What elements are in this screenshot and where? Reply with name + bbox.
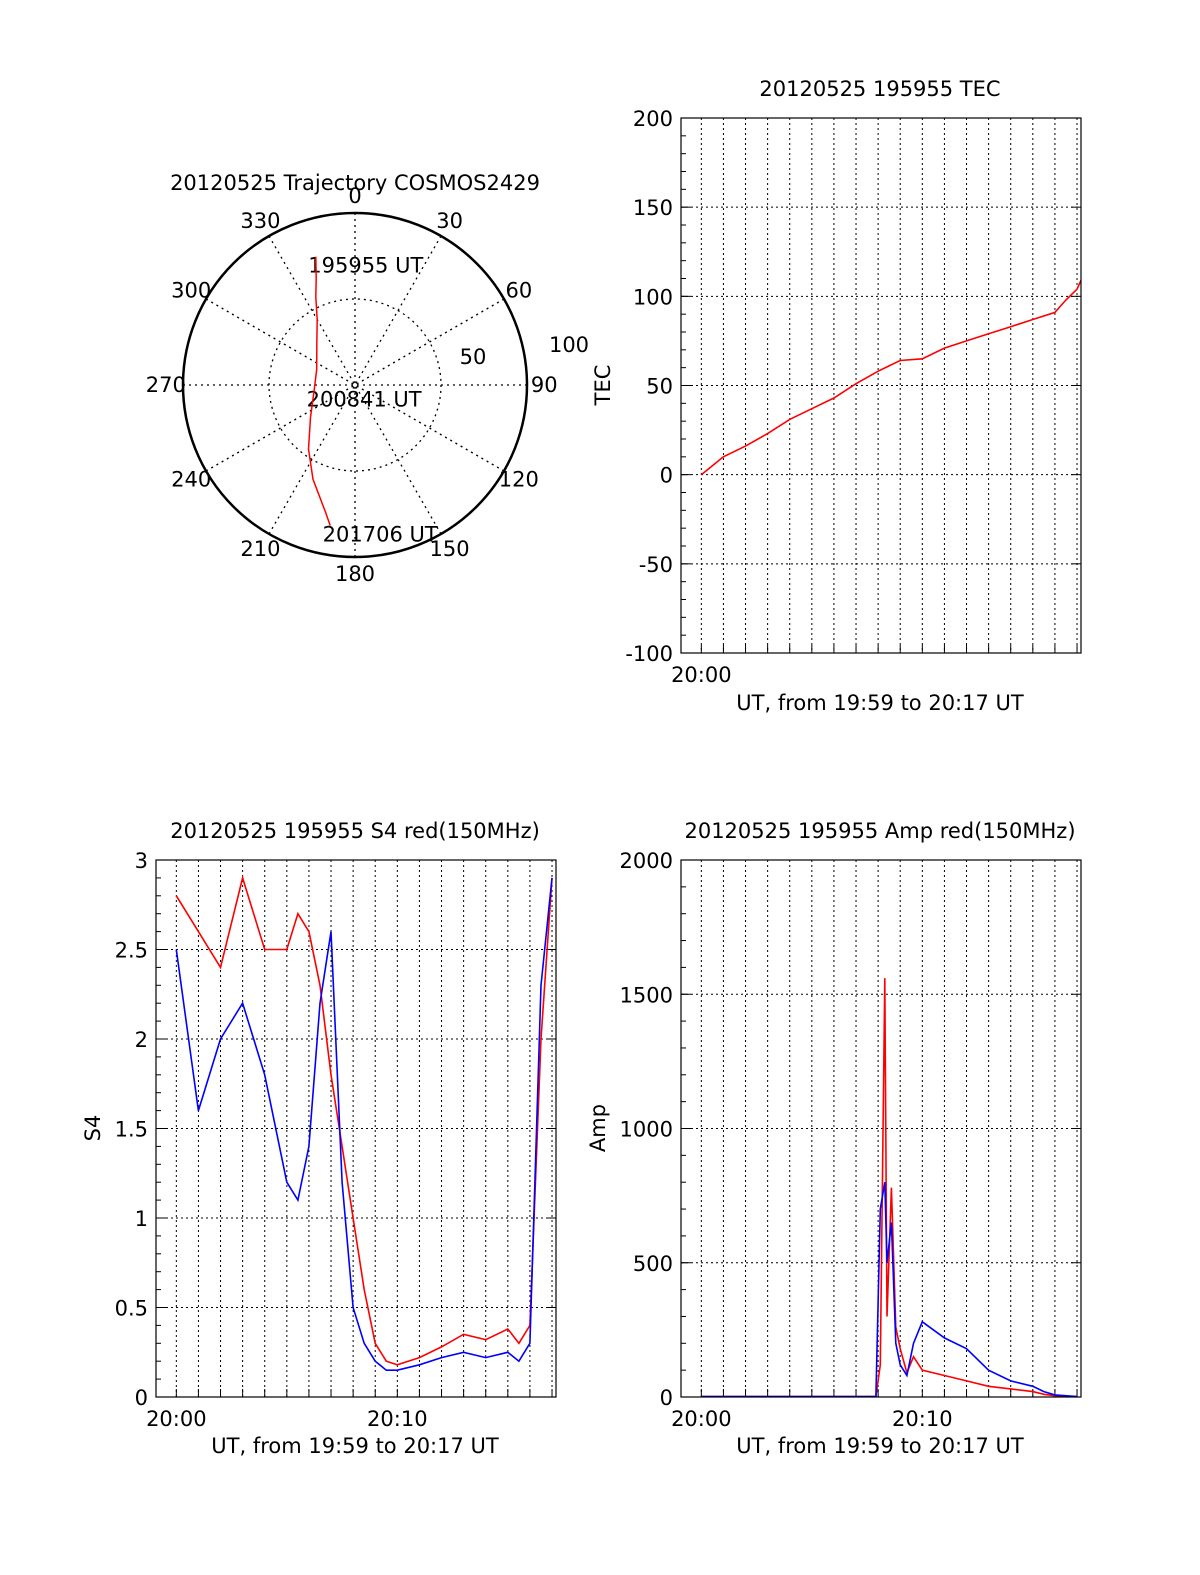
azimuth-label: 240: [171, 468, 211, 492]
s4-series-line: [175, 874, 553, 1366]
tec-ytick-label: -50: [639, 553, 673, 577]
trajectory-title: 20120525 Trajectory COSMOS2429: [170, 171, 540, 195]
time-annotation: 201706 UT: [323, 523, 438, 547]
s4-xtick-label: 20:10: [367, 1407, 428, 1431]
azimuth-label: 270: [146, 373, 186, 397]
azimuth-label: 120: [499, 468, 539, 492]
time-annotation: 195955 UT: [308, 254, 423, 278]
polar-labels: 0 30 60 90 120 150 180 210 240 270 300 330 50 100 1959…: [146, 184, 589, 586]
radial-label: 50: [460, 345, 487, 369]
tec-ytick-label: 50: [646, 375, 673, 399]
s4-xlabel: UT, from 19:59 to 20:17 UT: [211, 1434, 499, 1458]
azimuth-label: 60: [505, 278, 532, 302]
time-annotation: 200841 UT: [307, 388, 422, 412]
amp-xtick-label: 20:10: [892, 1407, 953, 1431]
azimuth-label: 0: [348, 184, 361, 208]
amp-ytick-label: 500: [633, 1252, 673, 1276]
tec-ylabel: TEC: [591, 365, 615, 407]
tec-xlabel: UT, from 19:59 to 20:17 UT: [736, 691, 1024, 715]
amp-ytick-label: 2000: [620, 849, 673, 873]
tec-title: 20120525 195955 TEC: [759, 77, 1000, 101]
azimuth-label: 180: [335, 562, 375, 586]
amp-ytick-label: 1000: [620, 1118, 673, 1142]
amp-frame: [680, 859, 1082, 1398]
s4-frame: [155, 859, 557, 1398]
azimuth-label: 210: [240, 537, 280, 561]
s4-ytick-label: 3: [135, 849, 148, 873]
s4-title: 20120525 195955 S4 red(150MHz): [170, 819, 540, 843]
s4-ytick-label: 0.5: [115, 1297, 148, 1321]
trajectory-line: [307, 256, 331, 526]
s4-ytick-label: 2.5: [115, 939, 148, 963]
tec-frame: [680, 117, 1082, 654]
amp-xlabel: UT, from 19:59 to 20:17 UT: [736, 1434, 1024, 1458]
amp-xtick-label: 20:00: [671, 1407, 732, 1431]
s4-xtick-label: 20:00: [146, 1407, 207, 1431]
tec-series-line: [700, 279, 1082, 476]
tec-ytick-label: 150: [633, 196, 673, 220]
tec-chart: 20120525 195955 TEC UT, from 19:59 to 20…: [591, 77, 1082, 715]
s4-chart: 20120525 195955 S4 red(150MHz) UT, from …: [81, 819, 557, 1458]
trajectory-polar-chart: 20120525 Trajectory COSMOS2429 0 30 60 90 12…: [146, 171, 589, 586]
polar-grid: [181, 211, 529, 559]
azimuth-label: 150: [430, 537, 470, 561]
azimuth-label: 30: [436, 209, 463, 233]
amp-series-line: [701, 978, 1078, 1398]
s4-ytick-label: 1.5: [115, 1118, 148, 1142]
tec-xtick-label: 20:00: [671, 663, 732, 687]
azimuth-label: 300: [171, 278, 211, 302]
s4-ylabel: S4: [81, 1115, 105, 1142]
tec-ytick-label: 0: [660, 464, 673, 488]
tec-ytick-label: -100: [625, 642, 673, 666]
tec-ytick-label: 100: [633, 285, 673, 309]
polar-series: [307, 256, 331, 526]
s4-ytick-label: 2: [135, 1028, 148, 1052]
amp-series-line: [701, 1182, 1078, 1398]
tec-ytick-label: 200: [633, 107, 673, 131]
s4-series-line: [175, 877, 553, 1371]
s4-ytick-label: 0: [135, 1386, 148, 1410]
amp-title: 20120525 195955 Amp red(150MHz): [684, 819, 1075, 843]
s4-ytick-label: 1: [135, 1207, 148, 1231]
amp-ytick-label: 0: [660, 1386, 673, 1410]
radial-label: 100: [549, 333, 589, 357]
amp-ylabel: Amp: [586, 1104, 610, 1152]
amp-ytick-label: 1500: [620, 983, 673, 1007]
amp-chart: 20120525 195955 Amp red(150MHz) UT, from…: [586, 819, 1082, 1458]
azimuth-label: 330: [240, 209, 280, 233]
azimuth-label: 90: [531, 373, 558, 397]
